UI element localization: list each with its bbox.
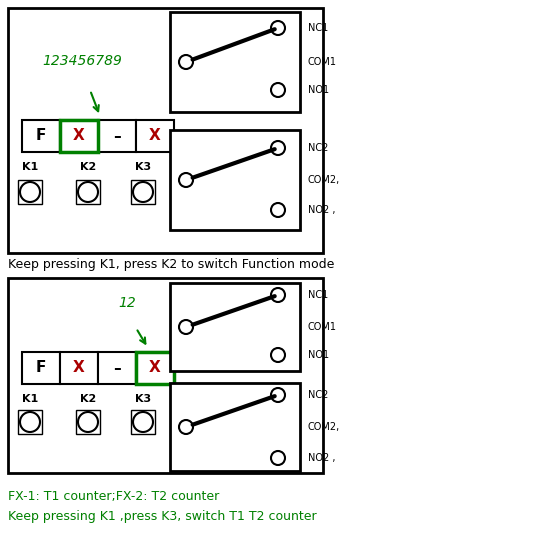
Circle shape xyxy=(179,55,193,69)
Text: 123456789: 123456789 xyxy=(42,54,122,68)
Text: COM2,: COM2, xyxy=(308,175,340,185)
Text: X: X xyxy=(149,360,161,376)
Text: NC2: NC2 xyxy=(308,143,328,153)
Text: K1: K1 xyxy=(22,394,38,404)
Circle shape xyxy=(271,203,285,217)
Text: FX-1: T1 counter;FX-2: T2 counter: FX-1: T1 counter;FX-2: T2 counter xyxy=(8,490,219,503)
Bar xyxy=(136,120,174,152)
Text: X: X xyxy=(73,129,85,144)
Circle shape xyxy=(271,288,285,302)
Circle shape xyxy=(271,388,285,402)
Bar xyxy=(60,120,98,152)
Bar xyxy=(131,410,155,434)
Bar xyxy=(98,120,136,152)
Bar xyxy=(136,352,174,384)
Bar xyxy=(98,352,136,384)
Text: Keep pressing K1, press K2 to switch Function mode: Keep pressing K1, press K2 to switch Fun… xyxy=(8,258,334,271)
Text: K2: K2 xyxy=(80,162,96,172)
Bar xyxy=(170,383,300,471)
Circle shape xyxy=(179,173,193,187)
Bar xyxy=(170,12,300,112)
Text: K1: K1 xyxy=(22,162,38,172)
Text: NO1: NO1 xyxy=(308,350,329,360)
Circle shape xyxy=(179,320,193,334)
Text: X: X xyxy=(149,129,161,144)
Bar xyxy=(76,180,100,204)
Bar xyxy=(170,130,300,230)
Text: NO2 ,: NO2 , xyxy=(308,205,336,215)
Circle shape xyxy=(271,141,285,155)
Text: F: F xyxy=(36,360,46,376)
Circle shape xyxy=(20,412,40,432)
Text: Keep pressing K1 ,press K3, switch T1 T2 counter: Keep pressing K1 ,press K3, switch T1 T2… xyxy=(8,510,317,523)
Circle shape xyxy=(271,21,285,35)
Bar xyxy=(60,120,98,152)
Text: NC2: NC2 xyxy=(308,390,328,400)
Circle shape xyxy=(133,412,153,432)
Circle shape xyxy=(20,182,40,202)
Bar xyxy=(22,120,60,152)
Text: –: – xyxy=(113,129,121,144)
Bar xyxy=(8,8,323,253)
Circle shape xyxy=(78,182,98,202)
Bar xyxy=(131,180,155,204)
Bar xyxy=(18,180,42,204)
Text: COM2,: COM2, xyxy=(308,422,340,432)
Text: COM1: COM1 xyxy=(308,322,337,332)
Bar xyxy=(8,278,323,473)
Bar xyxy=(18,410,42,434)
Bar xyxy=(170,283,300,371)
Text: NO1: NO1 xyxy=(308,85,329,95)
Bar xyxy=(22,352,60,384)
Circle shape xyxy=(271,451,285,465)
Text: NC1: NC1 xyxy=(308,23,328,33)
Circle shape xyxy=(271,348,285,362)
Circle shape xyxy=(179,420,193,434)
Text: NO2 ,: NO2 , xyxy=(308,453,336,463)
Text: K3: K3 xyxy=(135,394,151,404)
Text: K2: K2 xyxy=(80,394,96,404)
Text: NC1: NC1 xyxy=(308,290,328,300)
Bar xyxy=(60,352,98,384)
Text: COM1: COM1 xyxy=(308,57,337,67)
Bar xyxy=(76,410,100,434)
Circle shape xyxy=(271,83,285,97)
Circle shape xyxy=(133,182,153,202)
Text: –: – xyxy=(113,360,121,376)
Text: X: X xyxy=(73,360,85,376)
Text: F: F xyxy=(36,129,46,144)
Text: 12: 12 xyxy=(118,296,136,310)
Text: K3: K3 xyxy=(135,162,151,172)
Bar xyxy=(136,352,174,384)
Circle shape xyxy=(78,412,98,432)
